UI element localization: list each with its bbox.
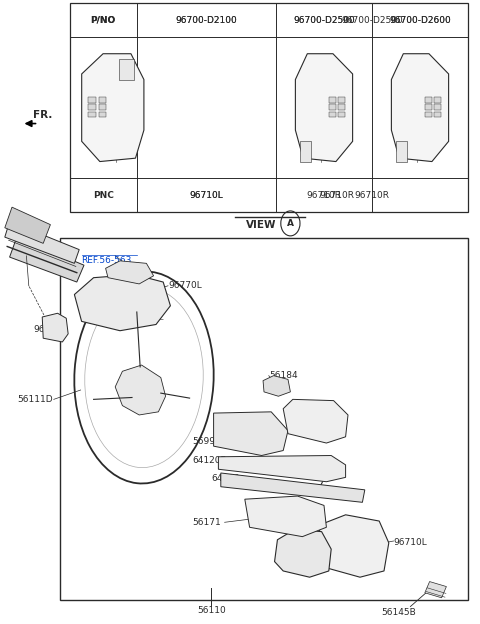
Polygon shape [425, 582, 446, 598]
Bar [119, 59, 133, 80]
Polygon shape [10, 237, 84, 282]
Text: RES+: RES+ [427, 135, 439, 139]
Text: 96710L: 96710L [394, 539, 427, 547]
Text: CANCEL: CANCEL [328, 65, 344, 69]
Polygon shape [5, 222, 79, 263]
Text: VOL-: VOL- [94, 97, 103, 100]
Polygon shape [214, 412, 288, 456]
Bar [60, 238, 468, 600]
Polygon shape [314, 515, 389, 577]
Text: ^: ^ [129, 114, 133, 119]
Text: 96700-D2100: 96700-D2100 [176, 16, 237, 25]
Text: 96700-D2500: 96700-D2500 [341, 16, 403, 25]
Text: 56171: 56171 [192, 518, 221, 527]
Text: MODE: MODE [123, 137, 138, 142]
Polygon shape [115, 365, 166, 415]
Text: 56184: 56184 [269, 371, 298, 380]
Text: SET-: SET- [429, 97, 438, 100]
Text: FR.: FR. [33, 110, 52, 120]
Text: ILLUST: ILLUST [86, 103, 120, 112]
Text: v: v [129, 94, 132, 99]
Bar [434, 97, 442, 102]
Bar [338, 97, 346, 102]
Text: PNC: PNC [93, 190, 114, 200]
Text: 96700-D2500: 96700-D2500 [293, 16, 355, 25]
Text: 56111D: 56111D [17, 395, 53, 404]
Bar [396, 142, 407, 162]
Bar [338, 112, 346, 117]
Text: v: v [402, 94, 405, 99]
Text: 96710L: 96710L [190, 190, 223, 200]
Text: 96700-D2500: 96700-D2500 [293, 16, 355, 25]
Bar [425, 97, 432, 102]
Polygon shape [263, 376, 290, 396]
Bar [329, 97, 336, 102]
Text: 96700-D2600: 96700-D2600 [389, 16, 451, 25]
Text: CRUISE: CRUISE [394, 137, 412, 142]
Text: 56170B: 56170B [307, 419, 342, 427]
Text: 64110: 64110 [211, 474, 240, 483]
Text: 64120B: 64120B [192, 456, 227, 465]
Text: 96710R: 96710R [307, 190, 341, 200]
Polygon shape [275, 529, 331, 577]
Text: 96710R: 96710R [355, 190, 389, 200]
Text: 96770L: 96770L [168, 281, 202, 290]
Text: A: A [366, 546, 373, 555]
Polygon shape [391, 54, 449, 162]
Bar [434, 112, 442, 117]
Text: VOL+: VOL+ [93, 135, 105, 139]
Text: 96710R: 96710R [288, 560, 323, 569]
Bar [425, 112, 432, 117]
Polygon shape [42, 313, 68, 342]
Text: ^: ^ [305, 114, 310, 119]
Text: 96700-D2100: 96700-D2100 [176, 16, 237, 25]
Text: 56991C: 56991C [192, 437, 227, 446]
Polygon shape [245, 496, 326, 537]
Text: REF.56-563: REF.56-563 [82, 256, 132, 265]
Text: 56145B: 56145B [381, 608, 416, 617]
Bar [425, 104, 432, 110]
Text: v: v [306, 94, 309, 99]
Polygon shape [295, 54, 353, 162]
Polygon shape [82, 54, 144, 162]
Bar [88, 104, 96, 110]
Polygon shape [106, 261, 154, 284]
Text: VIEW: VIEW [246, 220, 277, 230]
Text: 96770R: 96770R [34, 325, 69, 334]
Bar [329, 104, 336, 110]
Bar [98, 112, 106, 117]
Text: CRUISE: CRUISE [298, 137, 316, 142]
Bar [98, 97, 106, 102]
Text: A: A [287, 219, 294, 228]
Polygon shape [221, 473, 365, 502]
Bar [338, 104, 346, 110]
Polygon shape [5, 207, 50, 243]
Text: CANCEL: CANCEL [424, 65, 440, 69]
Text: 96700-D2600: 96700-D2600 [389, 16, 451, 25]
Bar [434, 104, 442, 110]
Text: 96710R: 96710R [320, 190, 355, 200]
Text: 56110: 56110 [197, 606, 226, 615]
Text: RES+: RES+ [331, 135, 343, 139]
Text: ~: ~ [97, 65, 102, 70]
Text: SET-: SET- [333, 97, 342, 100]
Text: P/NO: P/NO [91, 16, 116, 25]
Text: P/NO: P/NO [91, 16, 116, 25]
Polygon shape [74, 275, 170, 331]
Bar [329, 112, 336, 117]
Polygon shape [218, 456, 346, 482]
Bar [88, 97, 96, 102]
Bar [300, 142, 311, 162]
Text: 96710L: 96710L [190, 190, 223, 200]
Bar [88, 112, 96, 117]
Bar [70, 3, 468, 212]
Polygon shape [283, 399, 348, 443]
Text: ^: ^ [401, 114, 406, 119]
Bar [98, 104, 106, 110]
